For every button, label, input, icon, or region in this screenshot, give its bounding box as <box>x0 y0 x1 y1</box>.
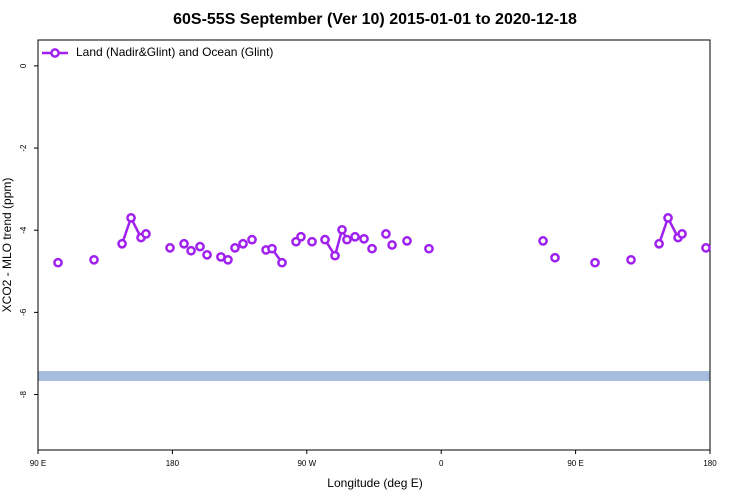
reference-band <box>38 371 710 382</box>
data-point <box>296 231 306 242</box>
legend-marker <box>50 48 60 58</box>
x-tick-label: 0 <box>439 459 444 468</box>
data-point <box>223 254 233 265</box>
data-point <box>307 236 317 247</box>
data-point <box>590 257 600 268</box>
data-point <box>186 245 196 256</box>
y-axis-label: XCO2 - MLO trend (ppm) <box>0 178 14 313</box>
data-point <box>230 243 240 253</box>
data-point <box>424 243 434 254</box>
data-point <box>247 234 257 245</box>
data-point <box>538 236 548 246</box>
y-tick-label: -4 <box>19 226 28 234</box>
data-point <box>342 234 352 245</box>
data-point <box>165 243 175 253</box>
plot-frame <box>37 39 711 451</box>
data-point <box>117 238 127 249</box>
data-point <box>654 238 664 249</box>
y-tick-label: 0 <box>19 63 28 68</box>
data-point <box>367 243 377 254</box>
x-tick-label: 90 E <box>567 459 583 468</box>
y-tick-label: -2 <box>19 144 28 152</box>
data-point <box>387 240 397 250</box>
data-point <box>238 238 248 249</box>
data-point <box>330 250 340 261</box>
y-tick-label: -6 <box>19 308 28 316</box>
data-point <box>677 229 687 239</box>
data-point <box>320 234 330 245</box>
data-point <box>267 243 277 254</box>
y-tick-label: -8 <box>19 390 28 398</box>
x-tick-label: 180 <box>166 459 180 468</box>
data-point <box>126 213 136 223</box>
data-point <box>359 233 369 244</box>
data-point <box>337 224 347 235</box>
data-point <box>202 250 212 260</box>
data-point <box>277 257 287 268</box>
legend-label: Land (Nadir&Glint) and Ocean (Glint) <box>76 45 273 59</box>
data-point <box>402 236 412 246</box>
data-point <box>663 213 673 223</box>
data-point <box>381 229 391 239</box>
data-point <box>350 231 360 242</box>
data-point <box>89 254 99 265</box>
x-axis-label: Longitude (deg E) <box>327 476 422 490</box>
x-tick-label: 180 <box>703 459 717 468</box>
data-point <box>701 243 711 253</box>
chart-title: 60S-55S September (Ver 10) 2015-01-01 to… <box>173 11 577 28</box>
data-point <box>53 257 63 268</box>
data-point <box>626 254 636 265</box>
x-tick-label: 90 E <box>30 459 46 468</box>
data-point <box>141 229 151 239</box>
data-point <box>550 252 560 263</box>
data-point <box>195 241 205 252</box>
x-tick-label: 90 W <box>297 459 316 468</box>
data-point <box>179 238 189 249</box>
